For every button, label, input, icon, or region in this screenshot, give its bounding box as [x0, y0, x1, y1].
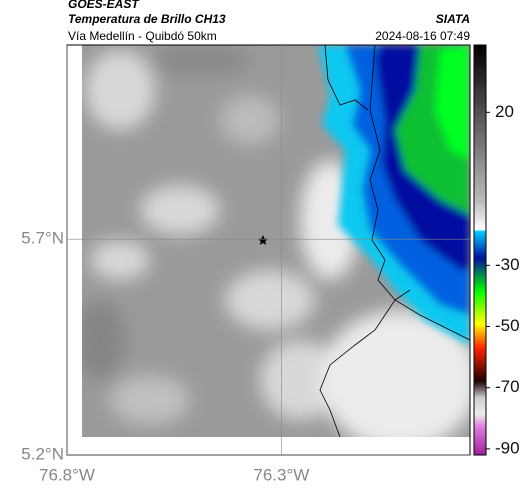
colorbar-label: -30 — [495, 255, 520, 274]
satellite-image — [82, 45, 470, 437]
source: GOES-EAST — [68, 0, 140, 11]
colorbar-label: -90 — [495, 438, 520, 457]
product: Temperatura de Brillo CH13 — [68, 12, 226, 26]
region: Vía Medellín - Quibdó 50km — [68, 29, 217, 43]
lat-label: 5.7°N — [21, 229, 64, 248]
lon-label: 76.8°W — [39, 465, 95, 484]
lat-label: 5.2°N — [21, 444, 64, 463]
timestamp: 2024-08-16 07:49 — [375, 29, 470, 43]
location-marker — [258, 235, 268, 245]
colorbar — [473, 44, 487, 456]
colorbar-label: 20 — [495, 102, 514, 121]
colorbar-label: -70 — [495, 377, 520, 396]
colorbar-label: -50 — [495, 316, 520, 335]
lon-label: 76.3°W — [253, 465, 309, 484]
agency: SIATA — [436, 12, 470, 26]
